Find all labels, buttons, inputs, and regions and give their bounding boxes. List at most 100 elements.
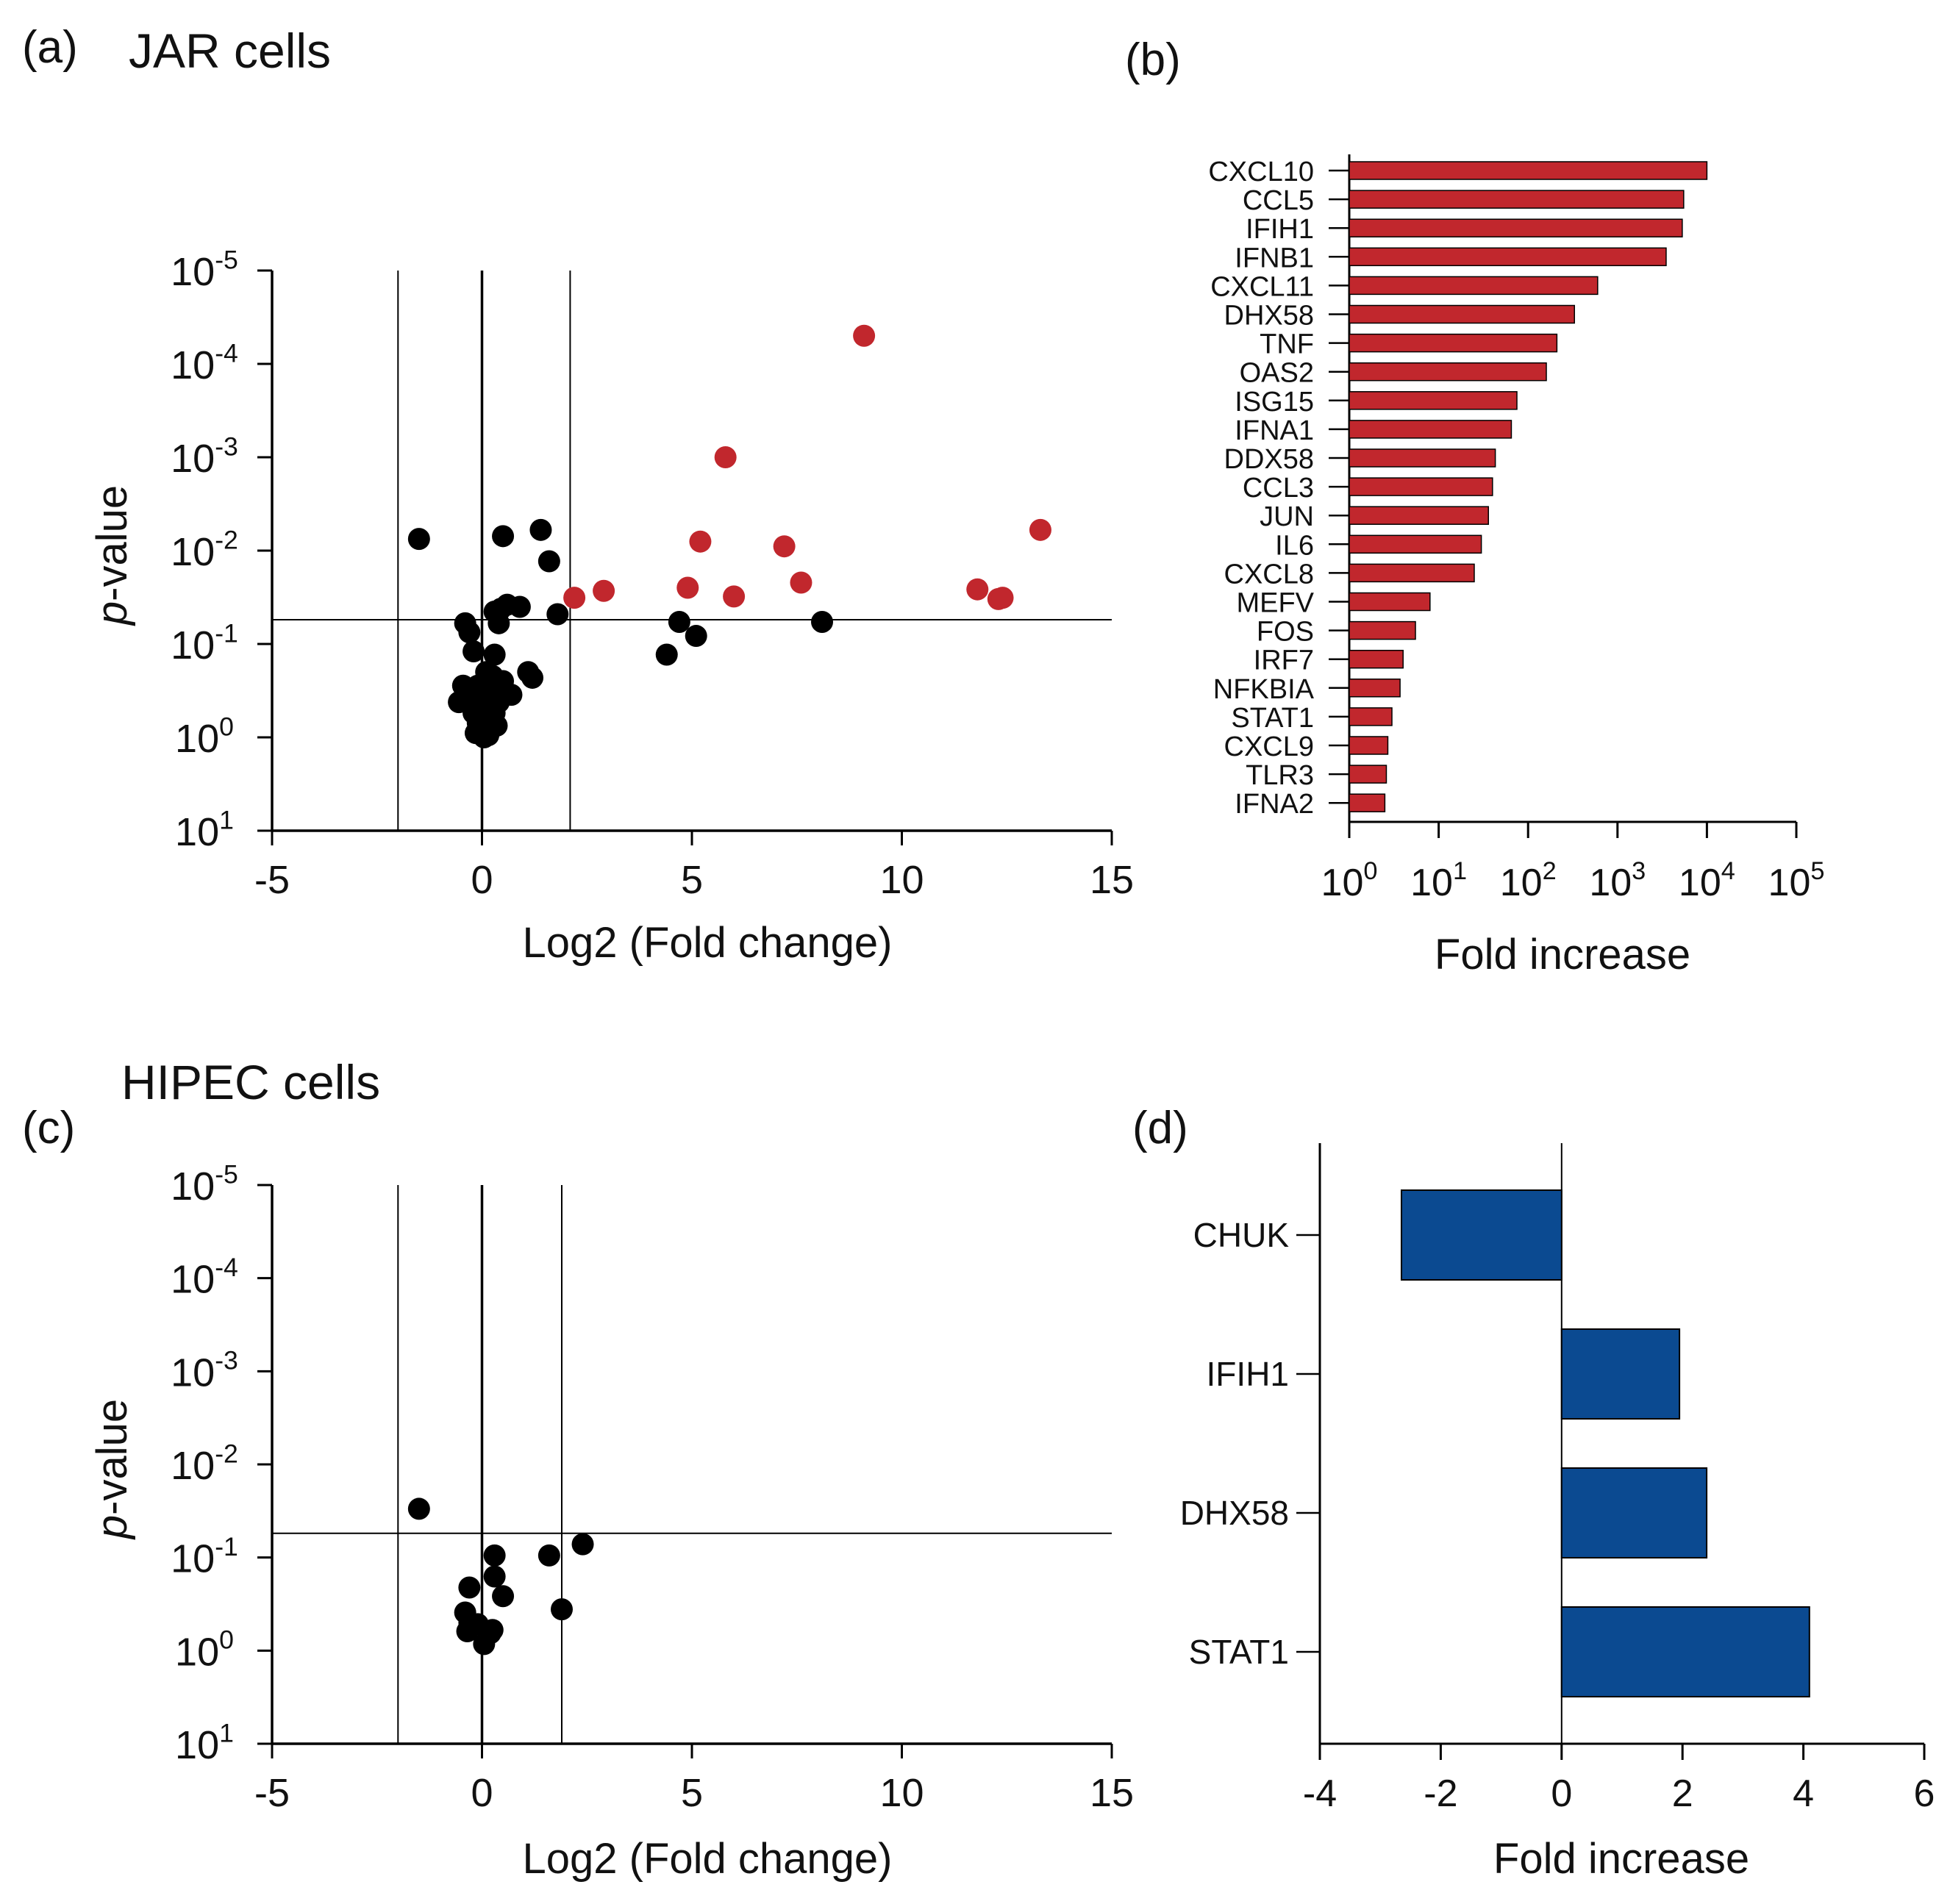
d-bar [1560, 1606, 1810, 1697]
panel-d-bars [1400, 1189, 1810, 1697]
c-x-tick-label: 15 [1090, 1771, 1134, 1815]
b-category-label: TNF [1260, 329, 1314, 360]
b-x-tick-label: 105 [1768, 857, 1825, 904]
b-x-tick-label: 102 [1500, 857, 1557, 904]
c-x-tick-label: -5 [254, 1771, 290, 1815]
b-category-label: IRF7 [1254, 645, 1314, 676]
d-x-tick-label: 6 [1914, 1772, 1935, 1815]
a-point-black [655, 643, 678, 666]
panel-a-volcano: (a) JAR cells 10-510-410-310-210-1100101… [22, 22, 1134, 967]
a-point-black [500, 684, 523, 706]
b-category-label: MEFV [1236, 588, 1314, 619]
a-y-tick-label: 10-4 [171, 338, 238, 387]
b-bar [1349, 420, 1512, 439]
a-x-tick-label: 10 [879, 858, 924, 902]
a-point-black [685, 625, 707, 648]
b-bar [1349, 218, 1683, 237]
panel-a-y-label-italic: p [88, 601, 136, 626]
a-x-tick-label: 0 [471, 858, 493, 902]
b-bar [1349, 793, 1386, 812]
b-category-label: IL6 [1275, 530, 1314, 561]
panel-c-title: HIPEC cells [121, 1055, 380, 1109]
d-x-tick-label: 2 [1672, 1772, 1693, 1815]
b-category-label: DDX58 [1224, 444, 1315, 475]
a-x-tick-label: 15 [1090, 858, 1134, 902]
c-y-tick-label: 100 [175, 1625, 234, 1675]
panel-c-x-axis-label: Log2 (Fold change) [523, 1835, 893, 1883]
a-point-black [668, 610, 690, 633]
b-bar [1349, 477, 1493, 496]
b-bar [1349, 276, 1599, 296]
a-point-black [458, 621, 481, 644]
c-x-tick-label: 5 [681, 1771, 703, 1815]
b-bar [1349, 304, 1576, 324]
a-point-black [811, 610, 834, 633]
a-point-red [563, 587, 586, 609]
a-point-red [991, 587, 1014, 609]
b-category-label: CXCL11 [1210, 271, 1314, 302]
b-bar [1349, 620, 1416, 640]
c-y-tick-label: 101 [175, 1718, 234, 1767]
b-bar [1349, 391, 1518, 410]
a-point-black [483, 643, 506, 666]
c-point-black [473, 1633, 496, 1656]
a-point-black [488, 612, 510, 634]
a-point-red [723, 585, 746, 608]
c-point-black [571, 1533, 594, 1556]
b-category-label: IFNA1 [1235, 415, 1314, 446]
c-point-black [407, 1497, 430, 1520]
panel-b-bars [1349, 161, 1708, 812]
a-y-tick-label: 10-3 [171, 432, 238, 481]
c-x-tick-label: 0 [471, 1771, 493, 1815]
b-bar [1349, 190, 1685, 209]
panel-c-y-ticks: 10-5 10-4 10-3 10-2 10-1 100 101 [171, 1159, 272, 1767]
c-y-tick-label: 10-2 [171, 1439, 238, 1488]
c-x-tick-label: 10 [879, 1771, 924, 1815]
b-category-label: IFNA2 [1235, 789, 1314, 820]
a-point-black [508, 595, 531, 618]
a-point-red [689, 530, 712, 553]
panel-b-label: (b) [1125, 35, 1181, 85]
b-bar [1349, 362, 1547, 382]
b-bar [1349, 333, 1558, 353]
panel-c-points [407, 1497, 594, 1656]
a-y-tick-label: 10-5 [171, 245, 238, 294]
panel-b-bar-chart: (b) CXCL10CCL5IFIH1IFNB1CXCL11DHX58TNFOA… [1125, 35, 1824, 978]
panel-d-x-ticks: -4 -2 0 2 4 6 [1303, 1744, 1935, 1815]
c-point-black [456, 1620, 479, 1643]
b-category-label: JUN [1260, 501, 1314, 532]
panel-b-x-ticks: 100 101 102 103 104 105 [1321, 822, 1825, 904]
panel-c-y-label-italic: p [88, 1515, 136, 1540]
b-category-label: NFKBIA [1213, 674, 1315, 705]
panel-a-y-axis-label: p-value [88, 485, 136, 626]
c-y-tick-label: 10-5 [171, 1159, 238, 1209]
a-point-black [546, 603, 569, 626]
c-point-black [483, 1544, 506, 1567]
b-category-label: CCL5 [1243, 185, 1314, 216]
c-point-black [458, 1576, 481, 1599]
b-x-tick-label: 103 [1589, 857, 1646, 904]
b-bar [1349, 707, 1393, 726]
b-bar [1349, 649, 1404, 669]
a-point-black [463, 640, 485, 663]
panel-c-volcano: HIPEC cells (c) 10-510-410-310-210-11001… [22, 1055, 1134, 1883]
b-category-label: DHX58 [1224, 301, 1315, 332]
d-x-tick-label: -2 [1424, 1772, 1457, 1815]
c-y-tick-label: 10-4 [171, 1253, 238, 1302]
panel-d-category-labels: CHUK IFIH1 DHX58 STAT1 [1180, 1216, 1320, 1671]
b-bar [1349, 736, 1389, 755]
d-category-label: DHX58 [1180, 1494, 1289, 1532]
panel-a-title: JAR cells [129, 24, 331, 78]
a-point-red [714, 446, 737, 468]
a-point-red [593, 579, 615, 602]
d-bar [1560, 1467, 1708, 1558]
b-bar [1349, 247, 1667, 267]
b-category-label: CXCL8 [1224, 559, 1315, 590]
panel-d-bar-chart: (d) CHUK IFIH1 DHX58 STAT1 -4 -2 0 2 4 6 Fold in… [1132, 1103, 1935, 1883]
a-point-black [477, 724, 500, 747]
a-y-tick-label: 10-2 [171, 525, 238, 574]
a-point-red [790, 571, 813, 594]
a-point-black [521, 666, 544, 689]
d-category-label: STAT1 [1189, 1633, 1289, 1671]
